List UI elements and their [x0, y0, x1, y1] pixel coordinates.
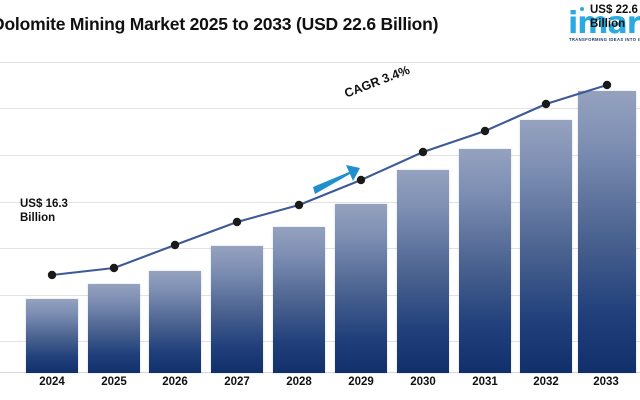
bar-2027 — [211, 246, 263, 373]
start-value-label: US$ 16.3 Billion — [20, 197, 68, 225]
end-value-line2: Billion — [590, 18, 626, 30]
chart-header: Dolomite Mining Market 2025 to 2033 (USD… — [0, 0, 640, 52]
bar-2031 — [459, 149, 511, 373]
gridline — [0, 202, 640, 203]
marker-2025 — [109, 263, 119, 273]
logo-dot-icon — [580, 7, 584, 11]
xtick-2031: 2031 — [472, 376, 498, 388]
gridline — [0, 155, 640, 156]
xtick-2026: 2026 — [162, 376, 188, 388]
marker-2028 — [294, 200, 304, 210]
xtick-2029: 2029 — [348, 376, 374, 388]
start-value-line2: Billion — [20, 212, 56, 224]
bar-2033 — [578, 91, 636, 373]
marker-2027 — [232, 217, 242, 227]
logo-tagline: TRANSFORMING IDEAS INTO IMPACT — [569, 37, 640, 42]
marker-2030 — [418, 147, 428, 157]
gridline — [0, 62, 640, 63]
xtick-2027: 2027 — [224, 376, 250, 388]
xtick-2024: 2024 — [39, 376, 65, 388]
trend-line — [50, 83, 609, 277]
marker-2032 — [541, 99, 551, 109]
marker-2029 — [356, 175, 366, 185]
end-value-line1: US$ 22.6 — [590, 4, 638, 16]
xtick-2033: 2033 — [593, 376, 619, 388]
xtick-2030: 2030 — [410, 376, 436, 388]
bar-2024 — [26, 299, 78, 373]
bar-2025 — [88, 284, 140, 373]
gridline — [0, 108, 640, 109]
x-axis-labels: 2024 2025 2026 2027 2028 2029 2030 2031 … — [0, 374, 640, 400]
trend-markers — [47, 80, 612, 280]
bar-2026 — [149, 271, 201, 373]
xtick-2028: 2028 — [286, 376, 312, 388]
xtick-2032: 2032 — [533, 376, 559, 388]
imarc-logo: imarc TRANSFORMING IDEAS INTO IMPACT — [568, 4, 640, 46]
xtick-2025: 2025 — [101, 376, 127, 388]
marker-2026 — [170, 240, 180, 250]
marker-2024 — [47, 270, 57, 280]
page-title: Dolomite Mining Market 2025 to 2033 (USD… — [0, 14, 439, 34]
bar-2032 — [520, 120, 572, 373]
marker-2031 — [480, 126, 490, 136]
bar-2028 — [273, 227, 325, 373]
plot-area — [0, 55, 640, 373]
marker-2033 — [602, 80, 612, 90]
logo-wordmark: imarc — [568, 6, 640, 41]
trend-line-layer — [47, 80, 612, 280]
bar-2030 — [397, 170, 449, 373]
bar-2029 — [335, 204, 387, 373]
trend-arrow-icon — [313, 165, 360, 194]
end-value-label: US$ 22.6 Billion — [590, 3, 638, 31]
start-value-line1: US$ 16.3 — [20, 198, 68, 210]
